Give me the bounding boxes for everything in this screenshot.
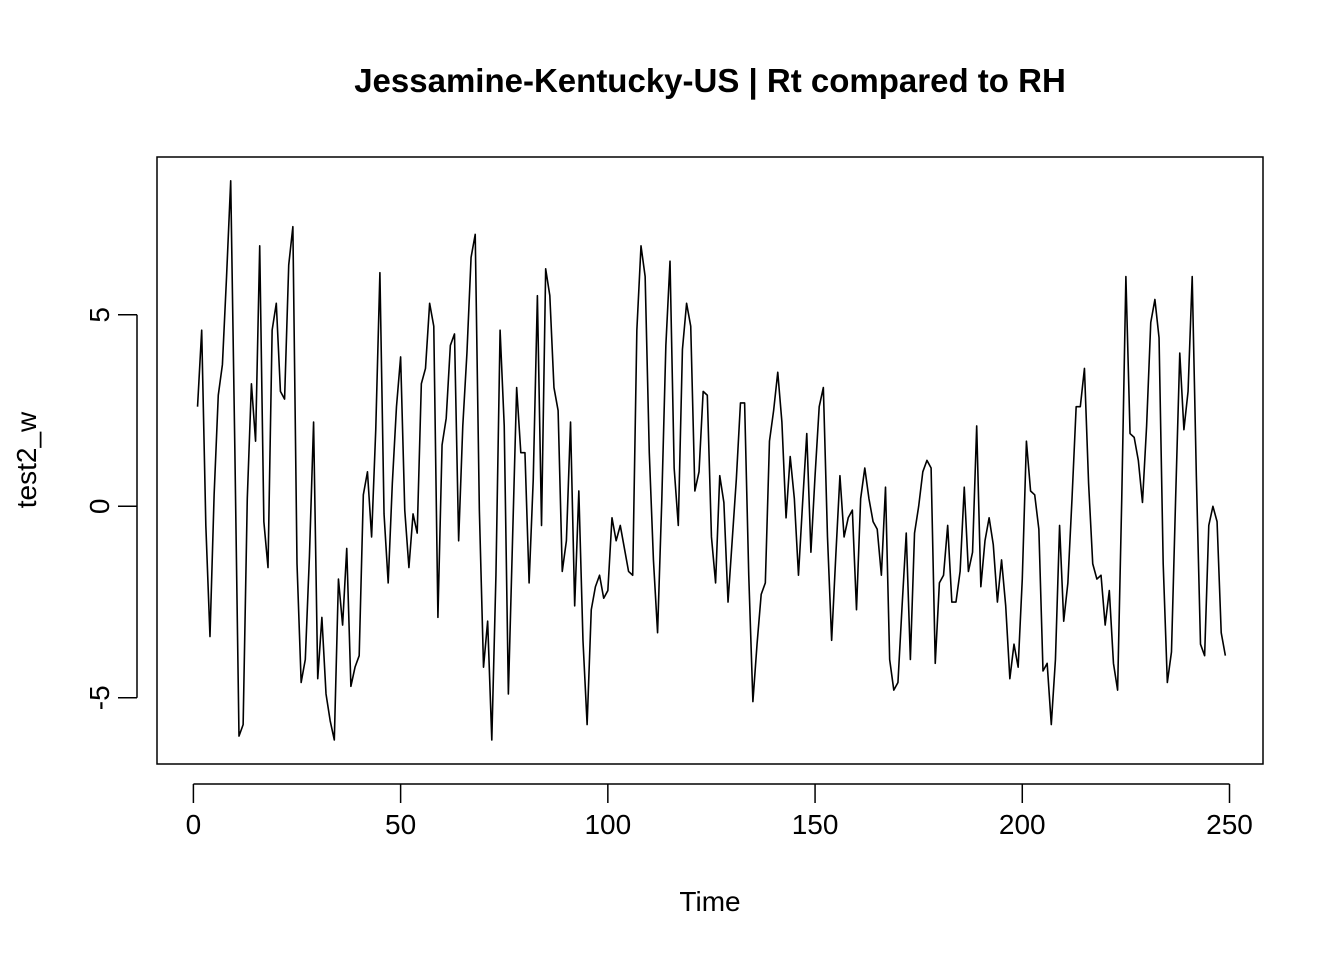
x-tick-label: 200: [999, 809, 1046, 840]
x-tick-label: 150: [792, 809, 839, 840]
y-tick-label: 0: [84, 499, 115, 515]
series-line: [196, 179, 1227, 741]
chart-title: Jessamine-Kentucky-US | Rt compared to R…: [354, 62, 1066, 99]
x-tick-label: 250: [1206, 809, 1253, 840]
y-axis: -5 0 5: [84, 307, 138, 710]
plot-frame: [156, 156, 1264, 765]
x-axis: 0 50 100 150 200 250: [186, 783, 1253, 840]
y-axis-label: test2_w: [11, 411, 42, 508]
y-tick-label: -5: [84, 685, 115, 710]
x-axis-label: Time: [679, 886, 740, 917]
x-tick-label: 0: [186, 809, 202, 840]
x-tick-label: 50: [385, 809, 416, 840]
y-tick-label: 5: [84, 307, 115, 323]
x-tick-label: 100: [584, 809, 631, 840]
